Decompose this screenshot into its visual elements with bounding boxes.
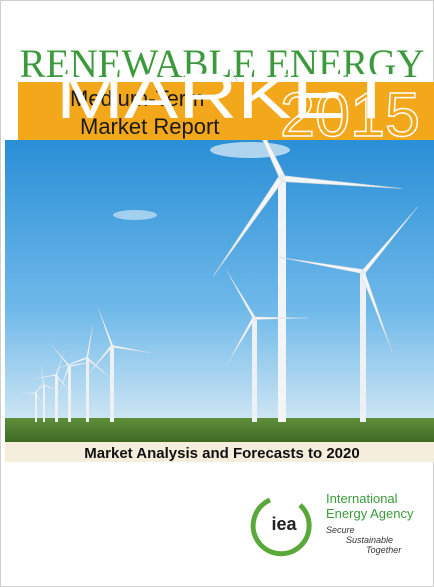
- book-cover: RENEWABLE ENERGY 2015 Medium-Term Market…: [0, 0, 434, 587]
- logo-name-line2: Energy Agency: [326, 506, 414, 521]
- logo-name-line1: International: [326, 491, 398, 506]
- logo-motto: Together: [366, 545, 402, 555]
- tagline: Market Analysis and Forecasts to 2020: [84, 445, 359, 462]
- logo-motto: Secure: [326, 525, 355, 535]
- logo-motto: Sustainable: [346, 535, 393, 545]
- overlay-text: MARKET: [56, 60, 396, 132]
- logo-mark: iea: [271, 514, 297, 534]
